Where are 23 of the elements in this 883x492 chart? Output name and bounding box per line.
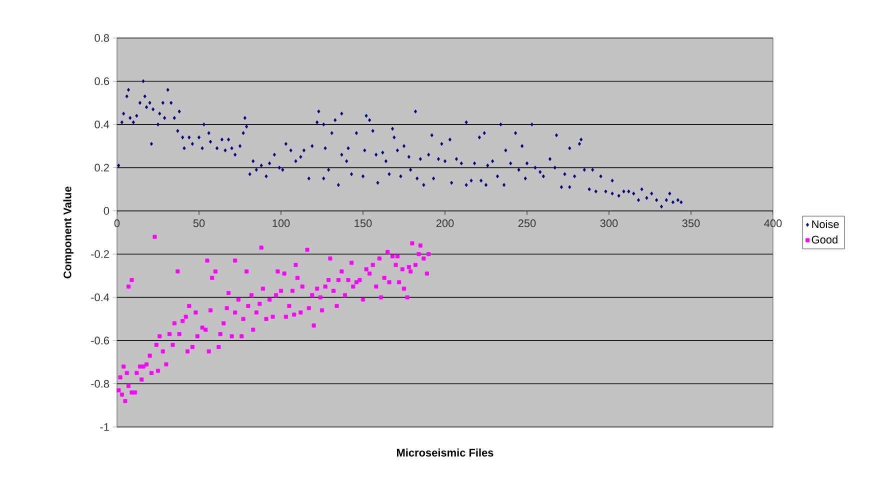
x-axis-title: Microseismic Files bbox=[397, 448, 494, 457]
y-tick-label: -0.4 bbox=[91, 293, 110, 302]
y-tick-label: -0.6 bbox=[91, 336, 110, 344]
y-tick-label: -0.2 bbox=[91, 250, 109, 258]
x-tick-label: 400 bbox=[764, 219, 782, 228]
x-tick-label: 250 bbox=[518, 219, 536, 228]
legend-label: Noise bbox=[812, 220, 839, 228]
y-tick-label: 0 bbox=[104, 207, 110, 215]
x-tick-label: 0 bbox=[114, 219, 120, 228]
legend-label: Good bbox=[812, 235, 838, 244]
y-tick-label: 0.8 bbox=[94, 34, 110, 42]
x-tick-label: 200 bbox=[436, 219, 454, 228]
x-tick-label: 300 bbox=[600, 219, 618, 228]
y-tick-label: 0.2 bbox=[94, 164, 109, 172]
x-tick-label: 350 bbox=[682, 219, 700, 228]
x-tick-label: 100 bbox=[272, 219, 290, 228]
y-tick-label: 0.4 bbox=[94, 120, 110, 128]
x-tick-label: 150 bbox=[354, 219, 372, 228]
y-tick-label: -1 bbox=[100, 423, 109, 431]
y-tick-label: -0.8 bbox=[91, 380, 110, 388]
y-tick-label: 0.6 bbox=[94, 77, 110, 86]
y-axis-title: Component Value bbox=[63, 186, 74, 278]
x-tick-label: 50 bbox=[193, 219, 205, 228]
